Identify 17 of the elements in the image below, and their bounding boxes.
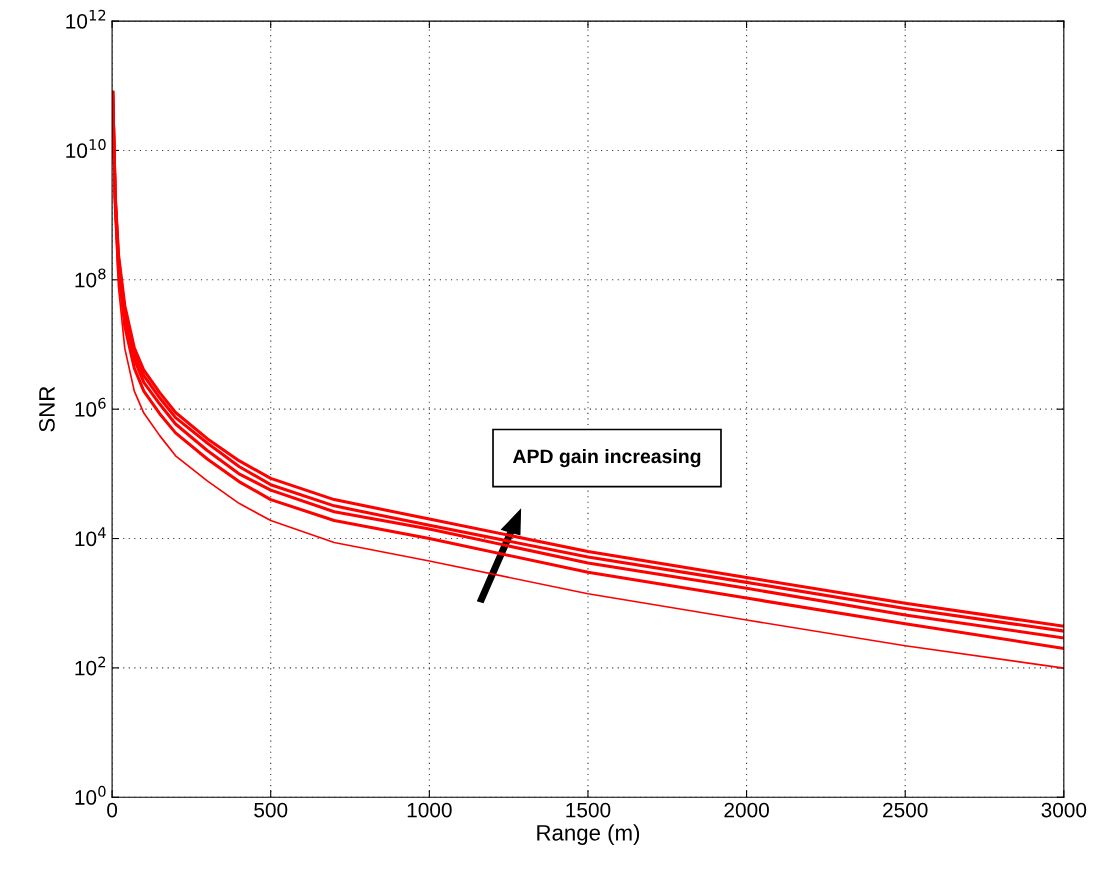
x-tick-label: 1000 [407,802,452,818]
x-tick-label: 2000 [724,802,769,818]
y-tick-label: 10$^{6}$ [75,397,106,417]
x-tick-label: 500 [254,802,288,818]
y-tick-label: 10$^{2}$ [75,656,106,676]
y-tick-label: 10$^{0}$ [75,785,106,805]
x-tick-label: 1500 [566,802,611,818]
annotation: APD gain increasing [512,448,701,468]
x-tick-label: 2500 [883,802,928,818]
y-tick-label: 10$^{12}$ [66,9,106,29]
x-axis-title: Range (m) [537,824,640,846]
x-tick-label: 0 [107,802,118,818]
x-tick-label: 3000 [1041,802,1087,818]
y-tick-label: 10$^{10}$ [66,139,106,159]
y-tick-label: 10$^{4}$ [75,527,106,547]
y-axis-title: SNR [39,386,55,432]
y-tick-label: 10$^{8}$ [75,268,106,288]
